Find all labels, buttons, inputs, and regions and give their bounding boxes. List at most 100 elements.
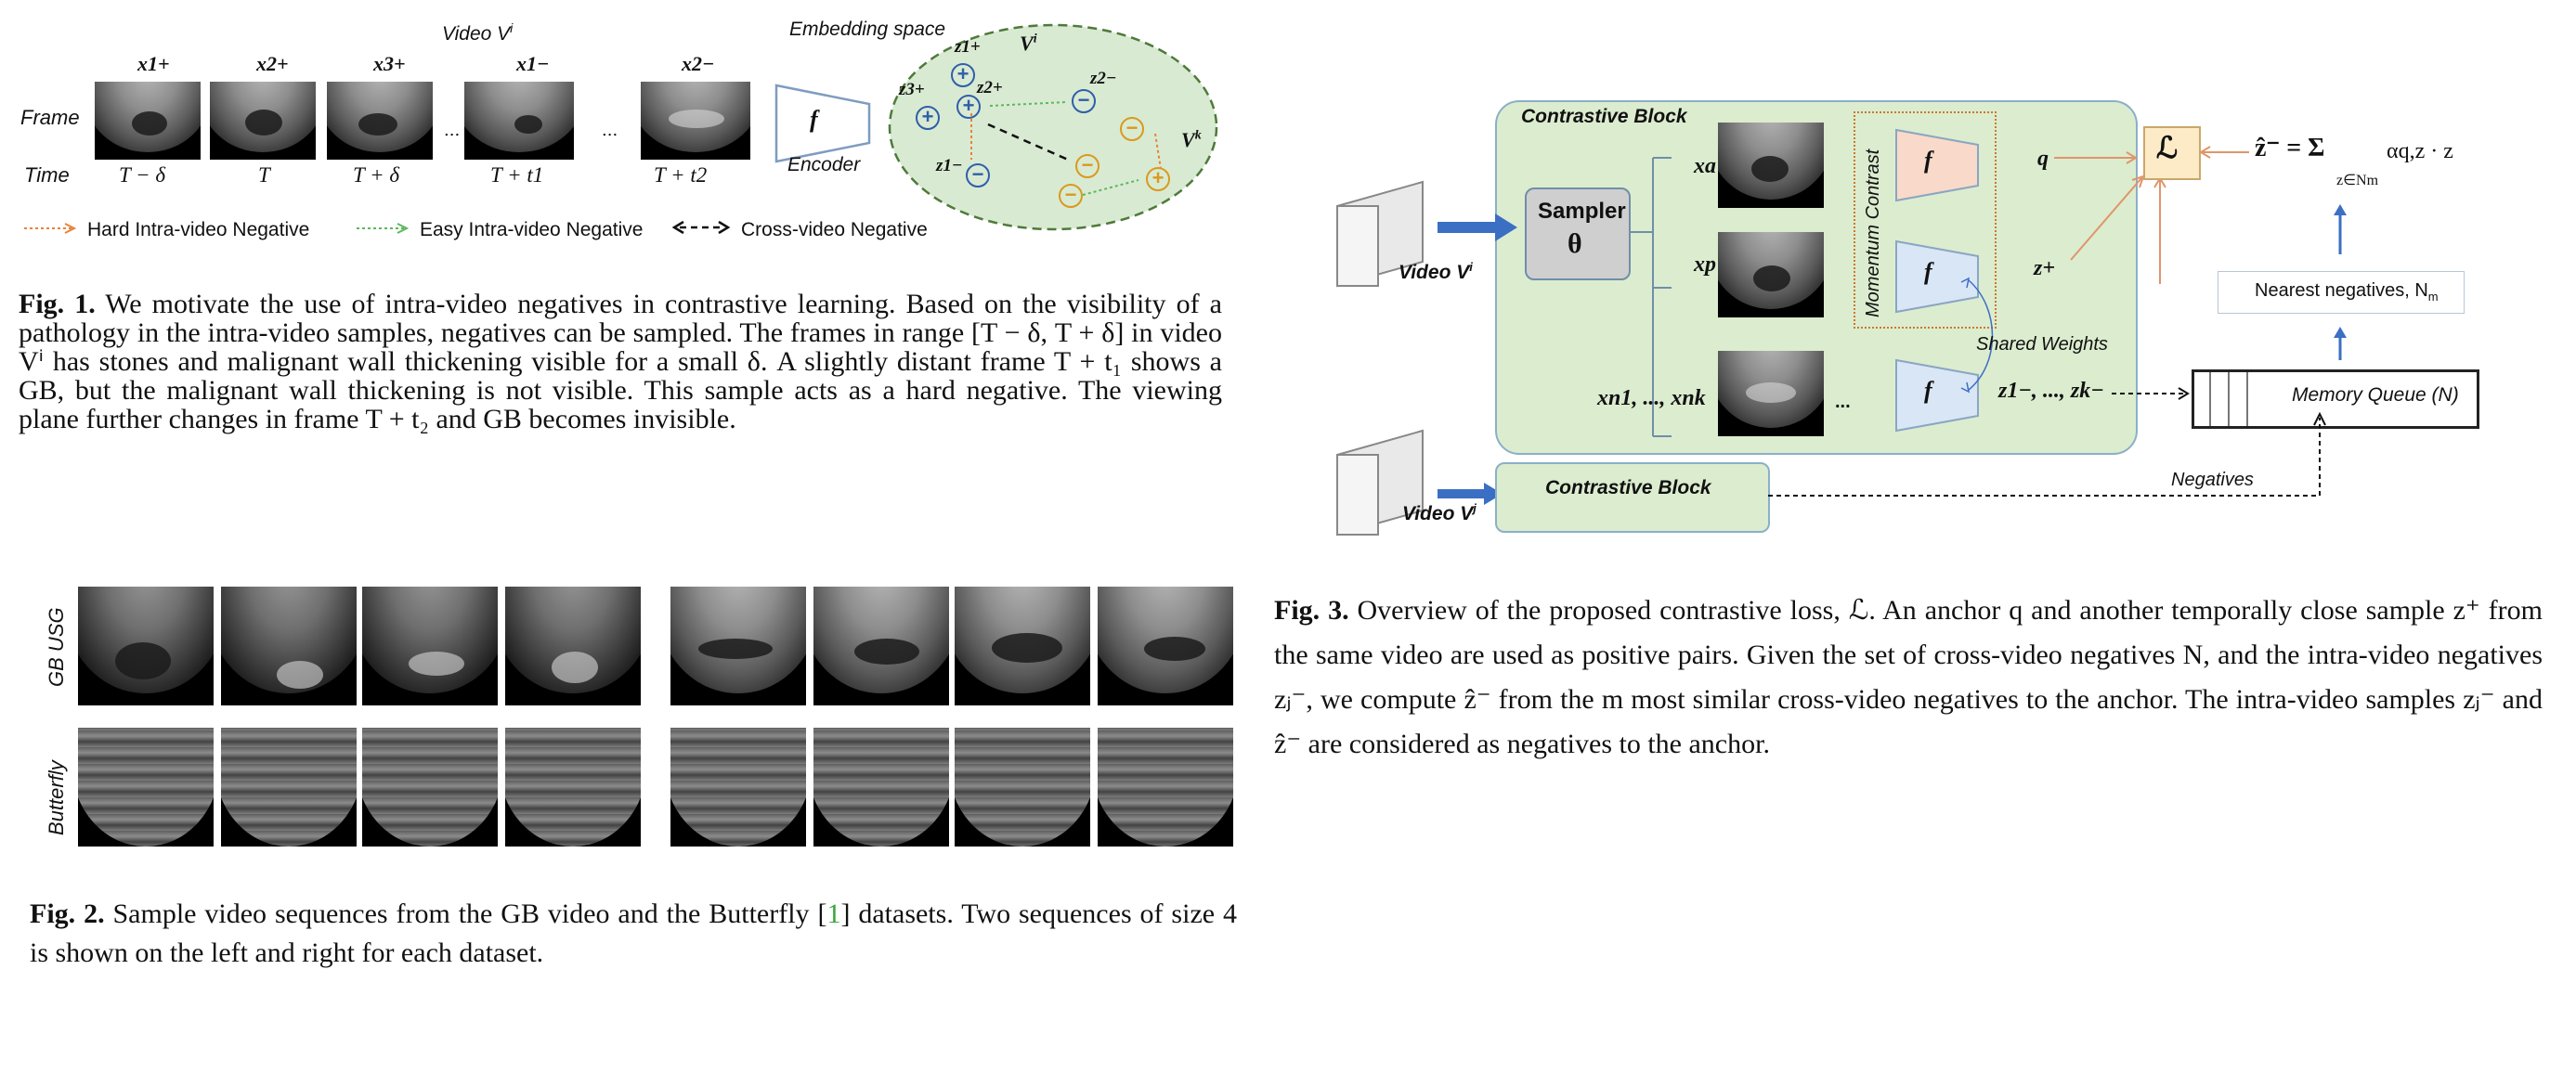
gb-frame — [78, 587, 214, 705]
ellipsis: ... — [1835, 392, 1851, 412]
space-vk: Vk — [1181, 128, 1202, 151]
ultrasound-frame — [95, 82, 201, 160]
citation-link[interactable]: 1 — [826, 898, 841, 929]
video-vj-label: Video Vj — [1402, 501, 1477, 524]
encoder-trapezoid — [774, 84, 871, 163]
row-label-butterfly: Butterfly — [45, 760, 68, 835]
output-q: q — [2037, 147, 2049, 171]
gb-frame — [813, 587, 949, 705]
time-value: T + δ — [353, 163, 400, 187]
time-value: T + t1 — [490, 163, 544, 187]
ultrasound-frame — [641, 82, 750, 160]
butterfly-frame — [670, 728, 806, 847]
memory-slots — [2209, 372, 2248, 426]
gb-frame — [362, 587, 498, 705]
fig2: GB USG Butterfly Fig. 2. Sample video se… — [0, 575, 1263, 984]
nearest-box — [2218, 271, 2465, 314]
output-zminus: z1−, ..., zk− — [1998, 379, 2104, 403]
frame-header: x2+ — [256, 52, 289, 75]
encoder-top — [1895, 128, 1979, 202]
encoder-symbol: f — [1924, 377, 1932, 404]
ellipsis: ... — [602, 121, 618, 140]
sample-frame-n — [1718, 351, 1824, 436]
video-vj-cube — [1336, 429, 1424, 536]
time-value: T — [258, 163, 270, 187]
positive-point: + — [951, 63, 975, 87]
contrastive-block-secondary — [1495, 462, 1770, 533]
input-xn: xn1, ..., xnk — [1597, 386, 1706, 410]
loss-symbol: ℒ — [2156, 131, 2179, 164]
momentum-label: Momentum Contrast — [1863, 149, 1883, 317]
butterfly-frame — [1098, 728, 1233, 847]
cross-negative-point: − — [1075, 154, 1099, 178]
embed-point-label: z1+ — [955, 37, 981, 57]
legend-cross: Cross-video Negative — [741, 219, 928, 240]
encoder-symbol: f — [810, 106, 818, 133]
gb-frame — [670, 587, 806, 705]
ellipsis: ... — [444, 121, 461, 140]
fig2-caption: Fig. 2. Sample video sequences from the … — [30, 898, 1237, 968]
sum-term: αq,z · z — [2387, 139, 2453, 163]
butterfly-frame — [955, 728, 1090, 847]
sampler-bracket — [1631, 157, 1672, 437]
arrow-to-sampler — [1438, 213, 1517, 241]
momentum-box — [1854, 111, 1997, 329]
embedding-label: Embedding space — [789, 19, 946, 40]
sum-subscript: z∈Nm — [2336, 173, 2379, 188]
negatives-label: Negatives — [2171, 470, 2254, 490]
arrows-to-loss — [2054, 151, 2166, 284]
legend-hard: Hard Intra-video Negative — [87, 219, 310, 240]
butterfly-frame — [362, 728, 498, 847]
contrastive-block-label: Contrastive Block — [1521, 106, 1687, 127]
arrow-zhat-to-loss — [2199, 146, 2249, 159]
loss-box — [2143, 126, 2201, 180]
ultrasound-frame — [464, 82, 574, 160]
embed-point-label: z2+ — [977, 78, 1003, 97]
gb-frame — [1098, 587, 1233, 705]
zhat-equation: ẑ⁻ = Σ — [2255, 134, 2325, 162]
butterfly-frame — [505, 728, 641, 847]
cross-negative-point: − — [1059, 184, 1083, 208]
input-xa: xa — [1694, 154, 1716, 178]
sample-frame-a — [1718, 123, 1824, 208]
fig1-caption: Fig. 1. We motivate the use of intra-vid… — [19, 289, 1222, 434]
encoder-mid — [1895, 239, 1979, 314]
arrow-up-nearest — [2334, 204, 2347, 254]
legend-easy-arrow — [357, 223, 409, 234]
ultrasound-frame — [327, 82, 433, 160]
sampler-theta: θ — [1568, 228, 1582, 259]
frame-header: x1+ — [137, 52, 170, 75]
butterfly-frame — [78, 728, 214, 847]
gb-frame — [221, 587, 357, 705]
fig3: Contrastive Block Video Vi Sampler θ xa … — [1319, 74, 2563, 557]
contrastive-block-label-2: Contrastive Block — [1545, 477, 1711, 498]
sample-frame-p — [1718, 232, 1824, 317]
positive-point: + — [956, 95, 981, 119]
legend-easy: Easy Intra-video Negative — [420, 219, 644, 240]
cross-positive-point: + — [1146, 167, 1170, 191]
butterfly-frame — [221, 728, 357, 847]
embed-point-label: z2− — [1090, 69, 1117, 88]
butterfly-frame — [813, 728, 949, 847]
legend-hard-arrow — [24, 223, 76, 234]
time-value: T − δ — [119, 163, 166, 187]
cross-negative-point: − — [1120, 117, 1144, 141]
sampler-box — [1525, 187, 1631, 280]
space-vi: Vi — [1020, 32, 1037, 55]
input-xp: xp — [1694, 252, 1716, 277]
row-label-gb: GB USG — [45, 607, 68, 687]
embedding-space — [888, 23, 1218, 231]
time-label: Time — [24, 163, 70, 187]
time-value: T + t2 — [654, 163, 708, 187]
shared-weights-arrow — [1960, 277, 1994, 394]
video-vi-label: Video Vi — [1399, 260, 1473, 283]
negatives-path — [1768, 411, 2326, 497]
frame-label: Frame — [20, 106, 80, 129]
shared-weights-label: Shared Weights — [1976, 334, 2108, 355]
fig3-caption: Fig. 3. Overview of the proposed contras… — [1274, 595, 2543, 759]
negative-point: − — [966, 163, 990, 187]
memory-queue — [2192, 369, 2479, 429]
fig1-video-title: Video Vi — [442, 20, 514, 45]
arrow-zk-to-memory — [2112, 387, 2190, 400]
